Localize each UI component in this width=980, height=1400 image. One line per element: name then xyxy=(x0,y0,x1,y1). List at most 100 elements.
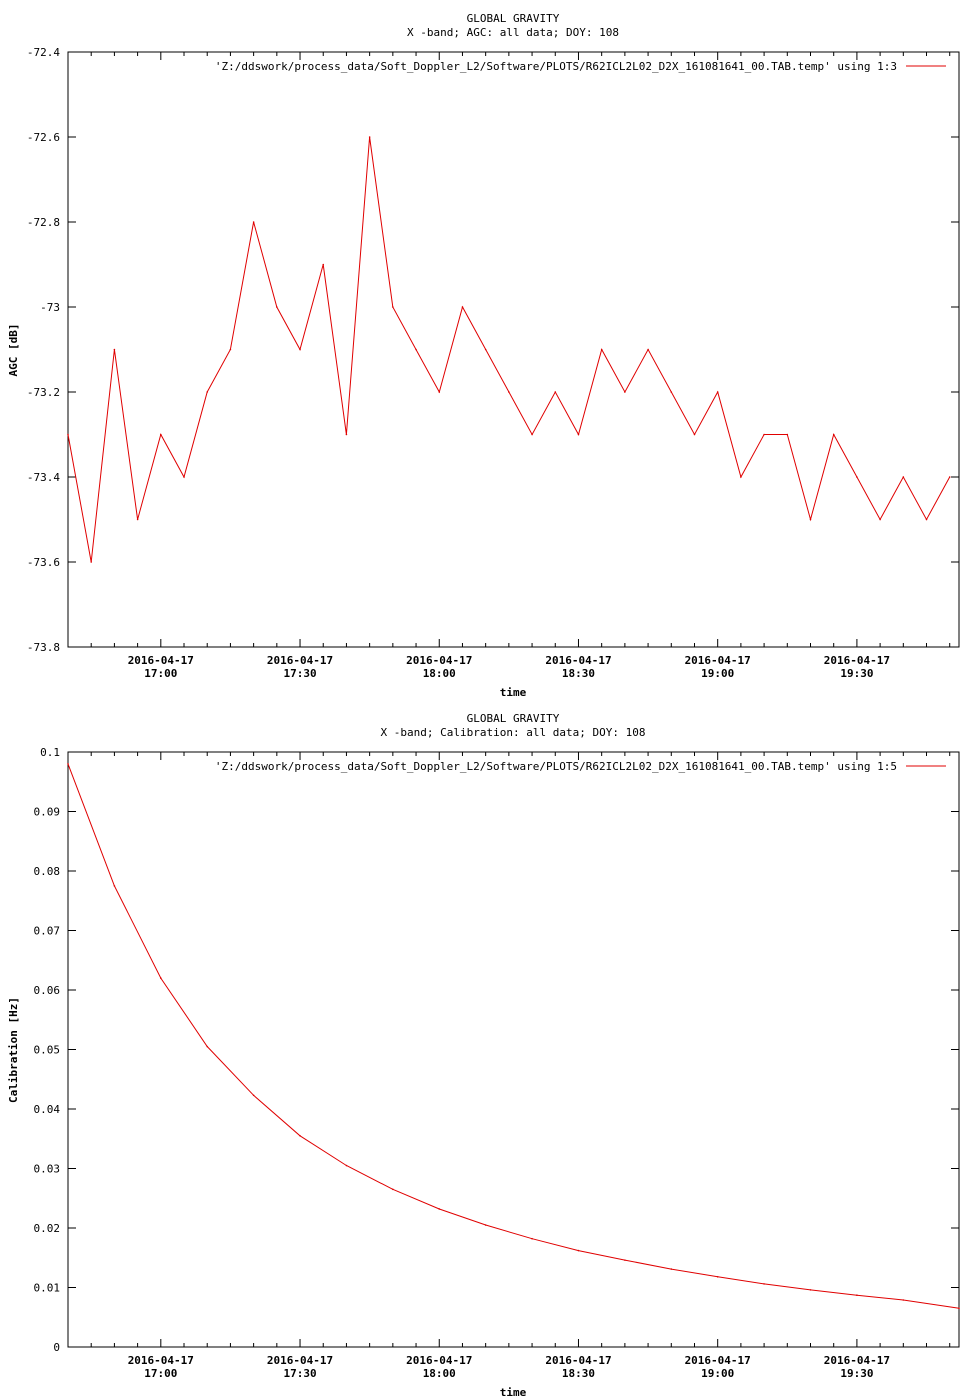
data-point xyxy=(392,1188,394,1191)
x-tick-date: 2016-04-17 xyxy=(545,654,611,667)
y-tick-label: 0.08 xyxy=(34,865,61,878)
data-point xyxy=(716,391,719,393)
data-point xyxy=(252,1094,255,1097)
x-axis: 2016-04-1717:002016-04-1717:302016-04-17… xyxy=(67,52,951,680)
x-tick-date: 2016-04-17 xyxy=(685,654,751,667)
x-tick-time: 19:30 xyxy=(840,1367,873,1380)
x-tick-date: 2016-04-17 xyxy=(406,654,472,667)
data-point xyxy=(763,1283,765,1285)
data-point xyxy=(809,1289,812,1291)
series-layer xyxy=(67,763,960,1310)
chart-title: GLOBAL GRAVITY xyxy=(467,12,560,25)
y-tick-label: 0.03 xyxy=(34,1163,61,1176)
y-tick-label: -72.8 xyxy=(27,216,60,229)
data-point xyxy=(600,348,603,351)
data-point xyxy=(809,518,812,521)
data-point xyxy=(508,391,510,393)
data-point xyxy=(299,1134,301,1137)
data-point xyxy=(252,221,255,223)
data-point xyxy=(392,306,394,308)
x-tick-time: 18:00 xyxy=(423,667,456,680)
data-point xyxy=(577,1249,580,1252)
legend-label: 'Z:/ddswork/process_data/Soft_Doppler_L2… xyxy=(215,760,897,773)
legend-label: 'Z:/ddswork/process_data/Soft_Doppler_L2… xyxy=(215,60,897,73)
data-point xyxy=(276,306,278,308)
data-point xyxy=(206,1045,209,1048)
y-axis: 0.1 0.09 0.08 0.07 0.06 0.05 0.04 0.03 0.02 0.01 0 xyxy=(34,746,959,1354)
data-point xyxy=(90,561,93,563)
x-tick-date: 2016-04-17 xyxy=(685,1354,751,1367)
x-axis-label: time xyxy=(500,686,527,699)
x-tick-time: 19:30 xyxy=(840,667,873,680)
data-point xyxy=(902,1299,905,1301)
y-tick-label: -73.8 xyxy=(27,641,60,654)
x-tick-date: 2016-04-17 xyxy=(545,1354,611,1367)
data-point xyxy=(113,885,116,887)
data-point xyxy=(577,433,580,436)
y-axis: -72.4 -72.6 -72.8 -73 -73.2 -73.4 -73.6 -73.8 xyxy=(27,46,959,654)
chart-subtitle: X -band; Calibration: all data; DOY: 108 xyxy=(381,726,646,739)
data-point xyxy=(879,518,881,521)
series-line xyxy=(67,763,960,1309)
data-point xyxy=(438,1208,441,1210)
x-tick-time: 18:00 xyxy=(423,1367,456,1380)
y-tick-label: 0 xyxy=(53,1341,60,1354)
y-tick-label: 0.06 xyxy=(34,984,61,997)
x-tick-time: 17:30 xyxy=(283,1367,316,1380)
data-point xyxy=(856,1294,858,1297)
plot-frame xyxy=(67,51,960,648)
data-point xyxy=(693,433,696,436)
data-point xyxy=(740,476,742,478)
x-tick-date: 2016-04-17 xyxy=(406,1354,472,1367)
y-tick-label: 0.09 xyxy=(34,806,61,819)
x-axis: 2016-04-1717:002016-04-1717:302016-04-17… xyxy=(67,752,951,1380)
data-point xyxy=(67,433,69,436)
data-point xyxy=(368,136,371,138)
data-point xyxy=(531,1237,533,1240)
data-point xyxy=(206,391,209,393)
data-point xyxy=(902,476,905,478)
x-tick-date: 2016-04-17 xyxy=(128,1354,194,1367)
calibration-chart: GLOBAL GRAVITY X -band; Calibration: all… xyxy=(7,712,960,1399)
y-tick-label: 0.07 xyxy=(34,925,61,938)
data-point xyxy=(647,348,649,351)
y-tick-label: 0.02 xyxy=(34,1222,61,1235)
data-point xyxy=(484,348,487,351)
x-tick-time: 17:00 xyxy=(144,1367,177,1380)
data-point xyxy=(438,391,441,393)
y-tick-label: -73.4 xyxy=(27,471,60,484)
data-point xyxy=(160,433,162,436)
data-point xyxy=(461,306,464,308)
y-tick-label: -73 xyxy=(40,301,60,314)
x-tick-date: 2016-04-17 xyxy=(128,654,194,667)
x-tick-date: 2016-04-17 xyxy=(824,654,890,667)
x-tick-time: 17:30 xyxy=(283,667,316,680)
x-tick-date: 2016-04-17 xyxy=(267,654,333,667)
chart-title: GLOBAL GRAVITY xyxy=(467,712,560,725)
data-point xyxy=(948,476,951,478)
data-point xyxy=(531,433,533,436)
data-point xyxy=(415,348,417,351)
y-tick-label: 0.05 xyxy=(34,1044,61,1057)
x-tick-date: 2016-04-17 xyxy=(267,1354,333,1367)
data-point xyxy=(763,433,765,436)
y-tick-label: 0.01 xyxy=(34,1282,61,1295)
x-tick-time: 19:00 xyxy=(701,1367,734,1380)
data-point xyxy=(160,977,162,979)
data-point xyxy=(786,433,789,436)
data-point xyxy=(345,433,348,436)
y-tick-label: 0.04 xyxy=(34,1103,61,1116)
data-point xyxy=(716,1275,719,1278)
data-point xyxy=(670,1268,673,1270)
x-tick-time: 19:00 xyxy=(701,667,734,680)
data-point xyxy=(624,391,626,393)
agc-chart: GLOBAL GRAVITY X -band; AGC: all data; D… xyxy=(7,12,960,699)
y-tick-label: -73.2 xyxy=(27,386,60,399)
data-point xyxy=(484,1224,487,1226)
data-point xyxy=(345,1164,348,1167)
data-point xyxy=(322,263,325,266)
data-point xyxy=(856,476,858,478)
chart-subtitle: X -band; AGC: all data; DOY: 108 xyxy=(407,26,619,39)
data-point xyxy=(554,391,557,393)
